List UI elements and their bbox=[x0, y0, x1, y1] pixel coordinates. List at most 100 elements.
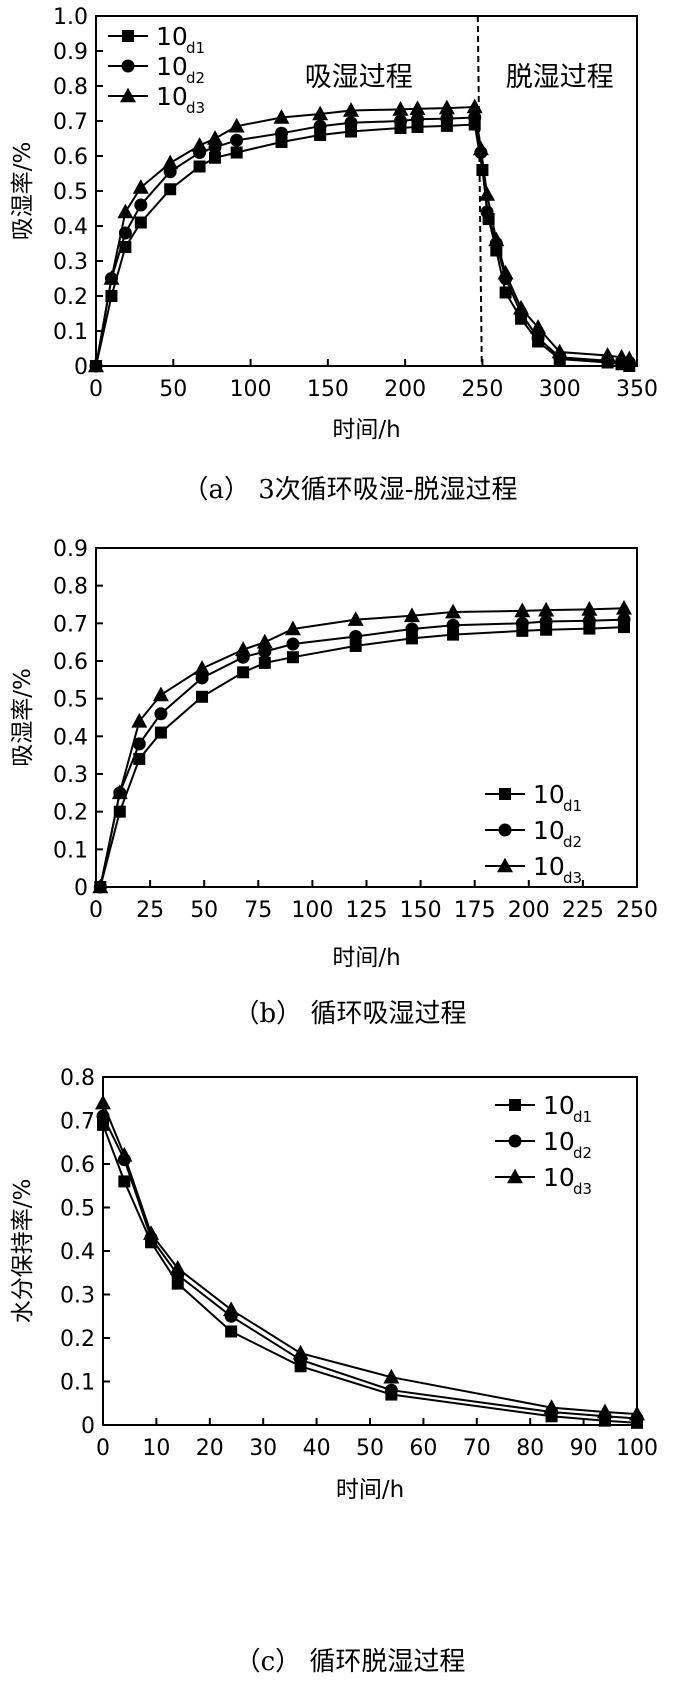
data-point bbox=[543, 1399, 560, 1414]
data-point bbox=[499, 286, 512, 299]
y-tick-label: 0.9 bbox=[53, 537, 88, 562]
data-point bbox=[230, 146, 243, 159]
x-tick-label: 150 bbox=[400, 898, 442, 923]
x-tick-label: 10 bbox=[142, 1436, 170, 1461]
data-point bbox=[225, 1325, 238, 1338]
y-tick-label: 0.8 bbox=[53, 75, 88, 100]
data-point bbox=[88, 357, 104, 373]
legend-label: 10 bbox=[533, 852, 565, 881]
y-tick-label: 0.4 bbox=[53, 215, 88, 240]
data-point bbox=[344, 116, 358, 130]
legend-label-subscript: d1 bbox=[563, 797, 582, 815]
data-point bbox=[617, 613, 631, 627]
y-tick-label: 0 bbox=[74, 876, 88, 901]
legend-label-subscript: d2 bbox=[573, 1144, 592, 1162]
y-tick-label: 0.3 bbox=[53, 250, 88, 275]
y-tick-label: 0.7 bbox=[53, 110, 88, 135]
x-tick-label: 25 bbox=[136, 898, 164, 923]
data-point bbox=[196, 690, 209, 703]
chart-panel-2: 0 10 20 30 40 50 60 70 80 90 100 0 0.1 0.2 0.3 0.4 0.5 0.… bbox=[10, 1066, 658, 1677]
y-tick-label: 0.3 bbox=[60, 1284, 95, 1309]
region-label-desorb: 脱湿过程 bbox=[506, 62, 614, 93]
x-tick-label: 0 bbox=[89, 898, 103, 923]
x-tick-label: 50 bbox=[190, 898, 218, 923]
data-point bbox=[131, 712, 148, 728]
x-tick-label: 150 bbox=[307, 377, 349, 402]
series-line bbox=[102, 1115, 638, 1420]
data-point bbox=[468, 111, 482, 124]
data-point bbox=[392, 101, 409, 116]
legend-label: 10 bbox=[156, 82, 188, 111]
data-point bbox=[347, 611, 364, 626]
y-axis-title: 吸湿率/% bbox=[10, 668, 36, 767]
data-point bbox=[531, 331, 545, 345]
y-tick-label: 0 bbox=[74, 355, 88, 380]
series-line bbox=[102, 1124, 638, 1424]
y-tick-label: 0.4 bbox=[60, 1240, 95, 1265]
data-point bbox=[223, 1301, 240, 1317]
data-point bbox=[438, 99, 455, 115]
region-label-absorb: 吸湿过程 bbox=[305, 62, 413, 93]
data-point bbox=[405, 622, 419, 636]
y-tick-label: 0.8 bbox=[53, 575, 88, 600]
data-point bbox=[169, 1260, 186, 1275]
data-point bbox=[472, 140, 489, 156]
x-tick-label: 0 bbox=[89, 377, 103, 402]
series-10-d3 bbox=[95, 1094, 645, 1421]
legend-marker bbox=[507, 1168, 523, 1184]
series-line bbox=[95, 105, 630, 367]
legend-marker bbox=[508, 1134, 522, 1148]
x-tick-label: 40 bbox=[303, 1436, 331, 1461]
data-point bbox=[134, 216, 147, 229]
series-10-d3 bbox=[92, 599, 633, 894]
y-tick-label: 0.6 bbox=[53, 650, 88, 675]
data-point bbox=[312, 105, 329, 121]
legend-marker bbox=[120, 87, 136, 103]
data-point bbox=[193, 160, 206, 173]
x-tick-label: 200 bbox=[384, 377, 426, 402]
legend-marker bbox=[499, 788, 511, 800]
data-point bbox=[629, 1405, 645, 1421]
data-point bbox=[313, 119, 327, 133]
series-line bbox=[95, 116, 630, 367]
legend-label: 10 bbox=[543, 1127, 575, 1156]
series-10-d3 bbox=[88, 98, 638, 373]
legend-marker bbox=[497, 857, 513, 873]
legend-label-subscript: d1 bbox=[186, 39, 205, 57]
data-point bbox=[103, 270, 120, 285]
legend-marker bbox=[122, 30, 134, 42]
data-point bbox=[343, 102, 360, 117]
legend-label-subscript: d3 bbox=[563, 869, 582, 887]
data-point bbox=[95, 1094, 111, 1110]
data-point bbox=[164, 183, 177, 196]
legend-marker bbox=[498, 823, 512, 837]
data-point bbox=[134, 198, 148, 212]
data-point bbox=[230, 133, 244, 147]
data-point bbox=[446, 618, 460, 632]
data-point bbox=[514, 602, 531, 618]
legend-label: 10 bbox=[156, 52, 188, 81]
data-point bbox=[273, 109, 290, 124]
data-point bbox=[515, 616, 529, 630]
y-tick-label: 0.6 bbox=[60, 1153, 95, 1178]
series-line bbox=[95, 123, 630, 367]
x-tick-label: 100 bbox=[616, 1436, 658, 1461]
series-10-d2 bbox=[89, 111, 636, 373]
series-line bbox=[99, 626, 625, 888]
chart-caption: （b） 循环吸湿过程 bbox=[234, 999, 467, 1029]
y-tick-label: 0.7 bbox=[53, 612, 88, 637]
legend-label: 10 bbox=[543, 1091, 575, 1120]
data-point bbox=[497, 264, 514, 280]
y-tick-label: 0.4 bbox=[53, 725, 88, 750]
data-point bbox=[405, 632, 418, 645]
y-tick-label: 0.5 bbox=[53, 180, 88, 205]
data-point bbox=[440, 112, 454, 126]
series-line bbox=[102, 1102, 638, 1416]
data-point bbox=[513, 299, 530, 315]
series-line bbox=[99, 607, 625, 888]
y-tick-label: 0.8 bbox=[60, 1066, 95, 1091]
x-tick-label: 125 bbox=[346, 898, 388, 923]
x-tick-label: 50 bbox=[356, 1436, 384, 1461]
